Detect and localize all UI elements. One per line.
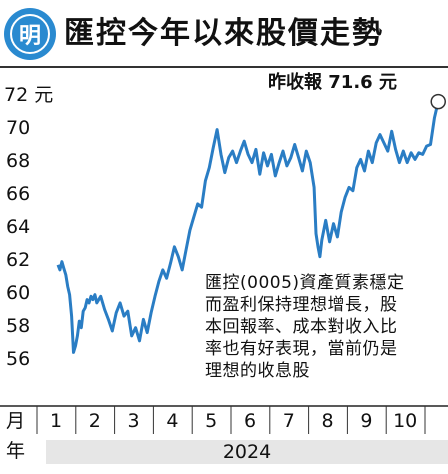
title-divider [0, 66, 448, 68]
y-tick-label: 60 [6, 282, 31, 304]
y-tick-label: 70 [6, 117, 31, 139]
y-tick-label: 72 元 [4, 84, 54, 106]
x-tick-label: 1 [50, 410, 62, 432]
x-tick-label: 5 [205, 410, 217, 432]
x-tick-label: 6 [244, 410, 256, 432]
chart-title: 匯控今年以來股價走勢 [64, 16, 384, 51]
month-axis-label: 月 [6, 410, 26, 432]
year-value: 2024 [222, 441, 272, 463]
last-close-callout: 昨收報 71.6 元 [268, 72, 397, 93]
x-tick-label: 4 [166, 410, 178, 432]
note-line: 匯控(0005)資產質素穩定 [205, 273, 405, 293]
brand-logo-mark: 明 [10, 14, 50, 54]
x-tick-label: 3 [128, 410, 140, 432]
year-band: 2024 [46, 440, 448, 464]
y-tick-label: 58 [6, 315, 31, 337]
note-line: 理想的收息股 [205, 361, 310, 381]
analysis-note: 匯控(0005)資產質素穩定 而盈利保持理想增長，股 本回報率、成本對收入比 率… [203, 270, 447, 384]
y-tick-label: 66 [6, 183, 31, 205]
chart-series [56, 93, 446, 354]
brand-logo: 明 [4, 8, 56, 60]
y-tick-label: 62 [6, 249, 31, 271]
note-line: 本回報率、成本對收入比 [205, 317, 398, 337]
note-line: 率也有好表現，當前仍是 [205, 339, 398, 359]
x-tick-label: 9 [360, 410, 372, 432]
price-series-line [56, 101, 440, 354]
year-axis-label: 年 [6, 440, 26, 462]
last-close-marker [430, 93, 446, 110]
y-tick-label: 56 [6, 348, 31, 370]
note-line: 而盈利保持理想增長，股 [205, 295, 398, 315]
y-tick-label: 64 [6, 216, 31, 238]
x-axis-ticks: 1 2 3 4 5 6 7 8 9 10 [36, 406, 426, 434]
x-tick-label: 2 [89, 410, 101, 432]
x-tick-label: 10 [393, 410, 417, 432]
y-tick-label: 68 [6, 150, 31, 172]
x-tick-label: 7 [283, 410, 295, 432]
x-tick-label: 8 [322, 410, 334, 432]
